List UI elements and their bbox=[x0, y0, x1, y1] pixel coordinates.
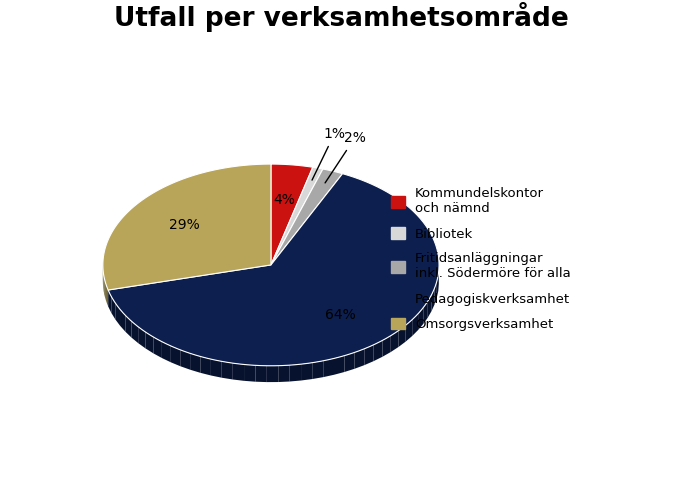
Polygon shape bbox=[111, 296, 115, 320]
Polygon shape bbox=[290, 364, 301, 382]
Polygon shape bbox=[162, 342, 171, 362]
Polygon shape bbox=[107, 287, 108, 307]
Polygon shape bbox=[374, 340, 383, 361]
Polygon shape bbox=[355, 349, 364, 369]
Polygon shape bbox=[434, 281, 436, 305]
Polygon shape bbox=[108, 174, 439, 366]
Text: 64%: 64% bbox=[325, 308, 356, 322]
Polygon shape bbox=[120, 309, 125, 332]
Polygon shape bbox=[398, 325, 406, 347]
Polygon shape bbox=[406, 320, 412, 342]
Polygon shape bbox=[145, 332, 153, 353]
Polygon shape bbox=[171, 346, 180, 366]
Polygon shape bbox=[106, 284, 107, 303]
Polygon shape bbox=[312, 361, 323, 379]
Polygon shape bbox=[255, 365, 267, 382]
Text: 29%: 29% bbox=[169, 218, 200, 232]
Polygon shape bbox=[364, 345, 374, 365]
Polygon shape bbox=[132, 321, 138, 343]
Text: 4%: 4% bbox=[273, 193, 295, 207]
Polygon shape bbox=[334, 356, 344, 375]
Polygon shape bbox=[383, 335, 391, 357]
Polygon shape bbox=[301, 362, 312, 380]
Polygon shape bbox=[267, 366, 278, 382]
Polygon shape bbox=[103, 164, 271, 290]
Polygon shape bbox=[153, 337, 162, 358]
Polygon shape bbox=[138, 327, 145, 348]
Polygon shape bbox=[278, 365, 290, 382]
Polygon shape bbox=[244, 364, 255, 382]
Title: Utfall per verksamhetsområde: Utfall per verksamhetsområde bbox=[114, 2, 568, 32]
Polygon shape bbox=[344, 352, 355, 372]
Polygon shape bbox=[108, 290, 111, 313]
Polygon shape bbox=[391, 331, 398, 352]
Polygon shape bbox=[201, 357, 211, 375]
Polygon shape bbox=[222, 362, 233, 379]
Polygon shape bbox=[115, 303, 120, 326]
Legend: Kommundelskontor
och nämnd, Bibliotek, Fritidsanläggningar
inkl. Södermöre för a: Kommundelskontor och nämnd, Bibliotek, F… bbox=[391, 187, 571, 331]
Polygon shape bbox=[424, 301, 428, 324]
Polygon shape bbox=[180, 350, 190, 370]
Polygon shape bbox=[412, 314, 418, 336]
Polygon shape bbox=[432, 288, 434, 311]
Polygon shape bbox=[271, 169, 342, 265]
Polygon shape bbox=[323, 359, 334, 377]
Polygon shape bbox=[233, 363, 244, 381]
Text: 2%: 2% bbox=[325, 131, 366, 183]
Polygon shape bbox=[125, 315, 132, 337]
Polygon shape bbox=[418, 308, 424, 330]
Polygon shape bbox=[436, 275, 439, 298]
Polygon shape bbox=[190, 353, 201, 373]
Polygon shape bbox=[271, 164, 313, 265]
Polygon shape bbox=[104, 278, 105, 297]
Polygon shape bbox=[211, 359, 222, 378]
Polygon shape bbox=[271, 167, 323, 265]
Text: 1%: 1% bbox=[312, 127, 345, 180]
Polygon shape bbox=[428, 295, 432, 318]
Polygon shape bbox=[105, 281, 106, 300]
